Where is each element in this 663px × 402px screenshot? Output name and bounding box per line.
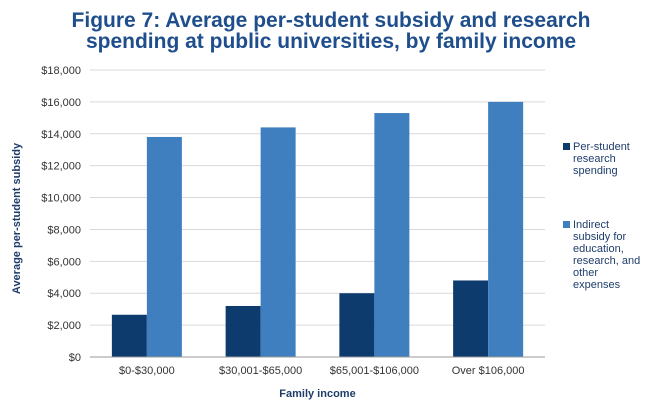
legend-swatch <box>563 143 570 150</box>
y-tick-label: $0 <box>69 352 81 364</box>
y-axis-title: Average per-student subsidy <box>11 142 23 294</box>
y-axis-ticks: $0 $2,000 $4,000 $6,000 $8,000 $10,000 $12,000… <box>41 65 81 364</box>
y-tick-label: $12,000 <box>41 161 81 173</box>
chart-title-line: spending at public universities, by fami… <box>86 30 576 53</box>
legend-swatch <box>563 221 570 228</box>
legend-label: subsidy for <box>573 231 627 243</box>
y-tick-label: $10,000 <box>41 193 81 205</box>
bar-series-2-4 <box>488 101 524 357</box>
legend-label: research, and <box>573 255 640 267</box>
bar-series-1-3 <box>339 293 375 357</box>
x-tick-label: Over $106,000 <box>452 365 525 377</box>
bar-series-2-2 <box>260 127 296 358</box>
legend-label: other <box>573 267 598 279</box>
legend-label: research <box>573 153 616 165</box>
x-tick-label: $0-$30,000 <box>119 365 175 377</box>
bars <box>111 101 524 358</box>
bar-series-1-1 <box>111 314 147 357</box>
bar-series-2-1 <box>146 136 182 357</box>
y-tick-label: $18,000 <box>41 65 81 77</box>
legend-label: Per-student <box>573 141 630 153</box>
x-axis-ticks: $0-$30,000 $30,001-$65,000 $65,001-$106,00… <box>119 365 524 377</box>
legend-label: education, <box>573 243 624 255</box>
x-tick-label: $30,001-$65,000 <box>219 365 302 377</box>
legend-label: expenses <box>573 279 621 291</box>
bar-series-1-4 <box>453 280 489 357</box>
bar-series-2-3 <box>374 113 410 357</box>
y-tick-label: $6,000 <box>47 256 81 268</box>
y-tick-label: $2,000 <box>47 320 81 332</box>
chart-title: Figure 7: Average per-student subsidy an… <box>72 9 591 53</box>
x-axis-title: Family income <box>279 388 355 400</box>
y-tick-label: $14,000 <box>41 129 81 141</box>
y-tick-label: $8,000 <box>47 224 81 236</box>
y-tick-label: $16,000 <box>41 97 81 109</box>
y-tick-label: $4,000 <box>47 288 81 300</box>
legend-label: spending <box>573 165 618 177</box>
bar-series-1-2 <box>225 305 261 357</box>
x-tick-label: $65,001-$106,000 <box>330 365 419 377</box>
chart-title-line: Figure 7: Average per-student subsidy an… <box>72 9 591 32</box>
legend-label: Indirect <box>573 219 609 231</box>
